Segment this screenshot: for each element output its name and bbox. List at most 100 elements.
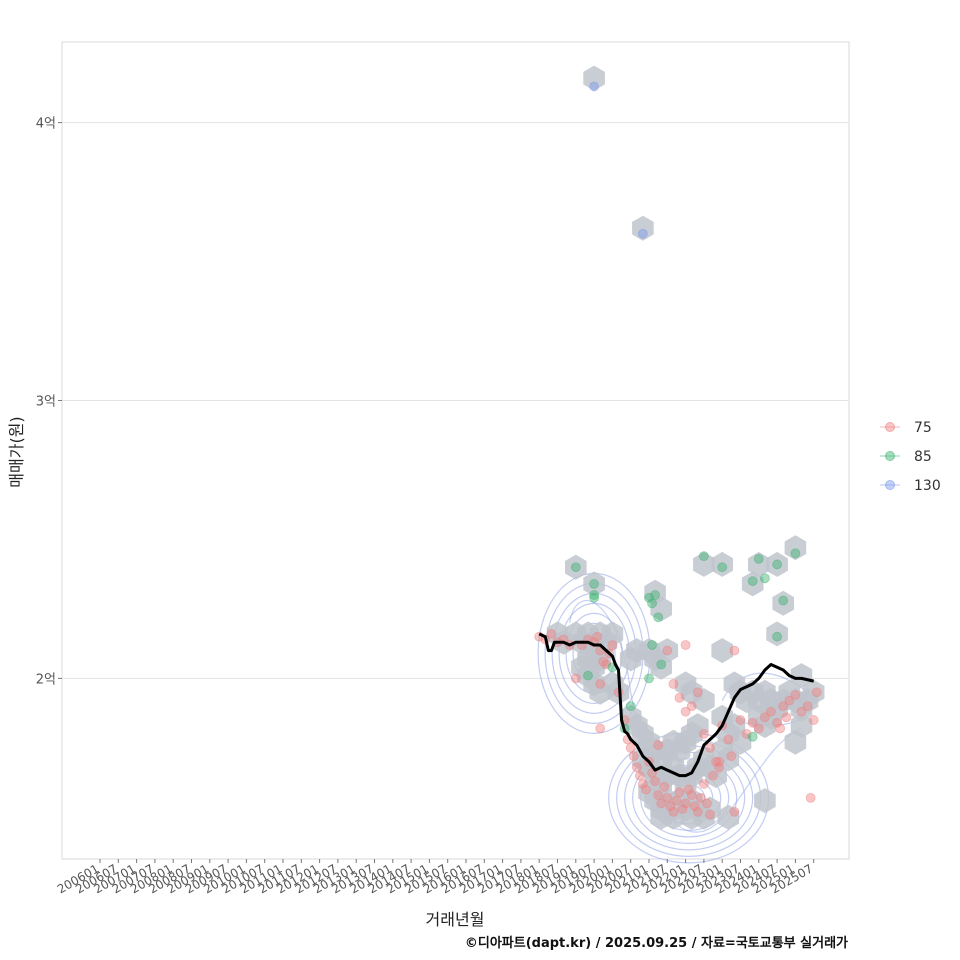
scatter-point-85	[699, 551, 709, 561]
scatter-point-75	[680, 706, 691, 717]
scatter-point-75	[680, 798, 691, 809]
scatter-point-85	[589, 590, 599, 600]
scatter-point-75	[695, 792, 706, 803]
scatter-point-75	[662, 645, 673, 656]
hexbin	[754, 788, 776, 814]
x-axis: 2006012006072007012007072008012008072009…	[55, 859, 815, 897]
hexbin	[650, 596, 672, 622]
scatter-point-75	[714, 756, 725, 767]
hexbin	[717, 804, 740, 830]
legend-key-point	[885, 480, 895, 490]
scatter-point-75	[726, 751, 737, 762]
legend-key-point	[885, 422, 895, 432]
scatter-point-85	[717, 562, 728, 573]
scatter-point-75	[638, 779, 648, 789]
scatter-point-75	[705, 809, 715, 820]
scatter-point-75	[674, 692, 685, 703]
scatter-points	[534, 81, 822, 820]
hexbin	[632, 215, 654, 241]
hexbin	[699, 796, 721, 822]
hexbin	[589, 646, 611, 672]
y-tick-label: 4억	[36, 117, 56, 132]
hexbin	[565, 554, 587, 580]
scatter-point-75	[683, 784, 694, 795]
scatter-point-75	[723, 734, 734, 745]
hexbin	[784, 535, 807, 561]
scatter-point-75	[674, 787, 685, 798]
scatter-point-75	[796, 706, 807, 717]
scatter-point-85	[656, 659, 667, 670]
scatter-point-75	[784, 695, 795, 706]
hexbin-layer	[546, 65, 825, 830]
scatter-point-75	[692, 806, 703, 817]
scatter-point-75	[781, 712, 792, 723]
grid-lines	[62, 122, 849, 679]
scatter-point-85	[647, 598, 657, 609]
scatter-point-75	[808, 715, 819, 725]
scatter-point-75	[570, 673, 581, 684]
scatter-point-75	[668, 806, 679, 817]
hexbin	[760, 704, 782, 730]
scatter-point-75	[656, 798, 667, 809]
legend-label: 130	[914, 478, 941, 494]
scatter-point-75	[601, 659, 612, 670]
scatter-point-75	[662, 792, 673, 803]
scatter-point-75	[811, 687, 822, 698]
scatter-point-75	[665, 801, 676, 812]
scatter-point-85	[772, 559, 782, 570]
scatter-point-75	[625, 742, 636, 753]
scatter-point-75	[705, 742, 715, 753]
hexbin	[583, 571, 605, 597]
hexbin	[741, 571, 764, 597]
scatter-point-75	[668, 679, 679, 689]
hexbin	[656, 638, 679, 664]
y-tick-label: 2억	[36, 672, 56, 687]
scatter-point-75	[686, 701, 697, 712]
scatter-point-130	[638, 228, 648, 239]
scatter-point-75	[747, 717, 758, 728]
hexbin	[766, 621, 788, 647]
hexbin	[729, 729, 752, 755]
trend-line	[538, 632, 815, 778]
scatter-point-75	[595, 723, 606, 734]
scatter-point-75	[680, 640, 691, 650]
scatter-point-75	[631, 762, 642, 773]
hexbin	[748, 551, 770, 577]
scatter-point-75	[753, 723, 764, 734]
scatter-point-75	[766, 706, 776, 717]
scatter-point-85	[778, 595, 789, 606]
scatter-point-85	[589, 578, 599, 589]
scatter-point-75	[772, 717, 782, 728]
y-axis: 2억 3억 4억	[36, 117, 62, 687]
hexbin	[601, 621, 624, 647]
legend-label: 75	[914, 420, 932, 436]
hexbin	[693, 688, 715, 714]
scatter-point-85	[644, 673, 654, 684]
legend-label: 85	[914, 449, 932, 465]
scatter-point-75	[714, 762, 725, 773]
legend: 75 85 130	[880, 420, 941, 494]
scatter-point-75	[595, 679, 606, 689]
y-axis-title: 매매가(원)	[7, 416, 26, 487]
scatter-point-85	[760, 573, 770, 584]
scatter-point-75	[689, 801, 700, 812]
scatter-point-75	[778, 701, 789, 712]
scatter-point-75	[735, 715, 746, 725]
scatter-point-75	[741, 729, 752, 739]
caption: ©디아파트(dapt.kr) / 2025.09.25 / 자료=국토교통부 실…	[465, 935, 848, 951]
scatter-point-75	[686, 790, 697, 800]
scatter-point-85	[772, 631, 782, 642]
hexbin	[711, 551, 733, 577]
scatter-point-75	[641, 784, 651, 795]
scatter-point-75	[729, 645, 740, 656]
scatter-point-75	[711, 756, 721, 767]
y-tick-label: 3억	[36, 394, 56, 409]
hexbin	[766, 551, 788, 577]
scatter-point-85	[653, 612, 664, 623]
hexbin	[784, 729, 807, 755]
scatter-point-85	[650, 590, 660, 600]
scatter-point-85	[644, 592, 654, 603]
scatter-point-75	[775, 723, 786, 734]
scatter-point-130	[589, 81, 599, 92]
